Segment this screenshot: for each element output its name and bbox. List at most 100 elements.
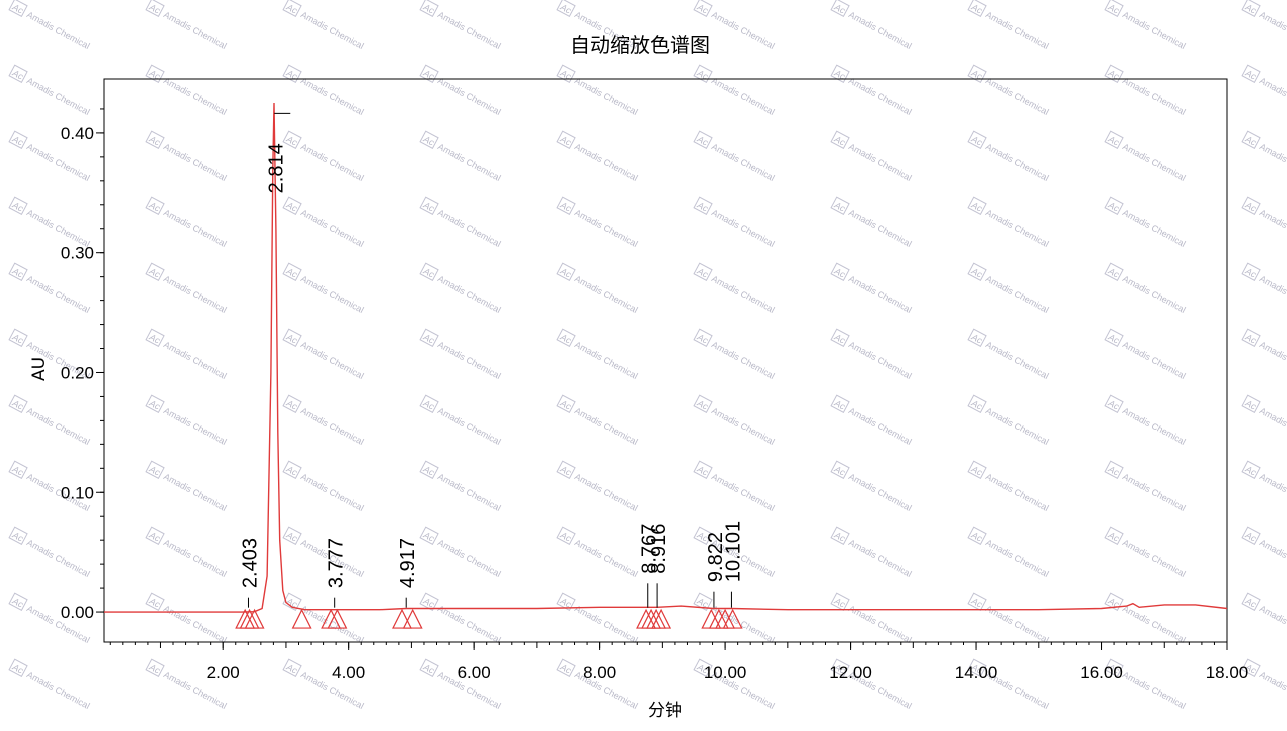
watermark-logo: Ac [284, 529, 299, 543]
watermark-logo: Ac [147, 463, 162, 477]
watermark-text: Amadis Chemical [984, 75, 1051, 117]
watermark-logo: Ac [1106, 265, 1121, 279]
watermark-text: Amadis Chemical [847, 141, 914, 183]
watermark-logo: Ac [969, 529, 984, 543]
watermark-logo-box [282, 394, 302, 414]
watermark-logo: Ac [969, 463, 984, 477]
watermark-logo-box [419, 0, 439, 18]
watermark-logo: Ac [421, 199, 436, 213]
watermark-logo: Ac [695, 595, 710, 609]
watermark-logo-box [556, 262, 576, 282]
watermark-logo: Ac [969, 133, 984, 147]
watermark-logo: Ac [284, 463, 299, 477]
watermark-logo-box [419, 460, 439, 480]
watermark-text: Amadis Chemical [847, 405, 914, 447]
watermark-logo-box [145, 526, 165, 546]
watermark-text: Amadis Chemical [710, 207, 777, 249]
watermark-text: Amadis Chemical [1121, 339, 1188, 381]
watermark-logo-box [282, 460, 302, 480]
peak-label: 4.917 [397, 538, 419, 588]
watermark-logo-box [282, 328, 302, 348]
watermark-logo-box [830, 658, 850, 678]
watermark-text: Amadis Chemical [436, 603, 503, 645]
watermark-logo-box [1241, 394, 1261, 414]
watermark-logo-box [556, 130, 576, 150]
watermark-text: Amadis Chemical [573, 273, 640, 315]
watermark-logo: Ac [695, 331, 710, 345]
series-layer [104, 102, 1228, 613]
watermark-logo: Ac [10, 529, 25, 543]
watermark-logo: Ac [1243, 331, 1258, 345]
watermark-logo-box [8, 196, 28, 216]
watermark-text: Amadis Chemical [436, 273, 503, 315]
watermark-logo-box [145, 592, 165, 612]
x-axis: 2.00 4.00 6.00 8.00 10.00 12.00 14.00 16.00 18.0… [109, 642, 1249, 682]
watermark-logo-box [419, 394, 439, 414]
watermark-logo-box [145, 394, 165, 414]
watermark-logo-box [1241, 64, 1261, 84]
peak-label: 8.916 [648, 524, 670, 574]
watermark-logo-box [693, 658, 713, 678]
chromatogram-trace [104, 102, 1228, 613]
watermark-text: Amadis Chemical [984, 141, 1051, 183]
watermark-logo: Ac [695, 265, 710, 279]
watermark-text: Amadis Chemical [847, 207, 914, 249]
watermark-text: Amadis Chemical [1258, 207, 1287, 249]
watermark-logo: Ac [558, 661, 573, 675]
watermark-logo: Ac [147, 1, 162, 15]
watermark-logo: Ac [969, 397, 984, 411]
watermark-logo-box [145, 658, 165, 678]
watermark-text: Amadis Chemical [162, 603, 229, 645]
watermark-text: Amadis Chemical [436, 471, 503, 513]
watermark-logo: Ac [969, 331, 984, 345]
watermark-logo-box [693, 196, 713, 216]
watermark-logo-box [693, 130, 713, 150]
watermark-text: Amadis Chemical [162, 141, 229, 183]
x-tick-label: 18.00 [1206, 663, 1249, 682]
watermark-text: Amadis Chemical [25, 669, 92, 711]
plot-frame [103, 78, 1228, 643]
x-tick-label: 16.00 [1080, 663, 1123, 682]
watermark-text: Amadis Chemical [436, 9, 503, 51]
watermark-logo: Ac [695, 67, 710, 81]
integration-marker [651, 608, 672, 629]
watermark-text: Amadis Chemical [573, 339, 640, 381]
watermark-logo: Ac [558, 331, 573, 345]
watermark-logo: Ac [969, 265, 984, 279]
y-tick-label: 0.30 [61, 244, 94, 263]
watermark-logo: Ac [1243, 265, 1258, 279]
watermark-logo-box [8, 130, 28, 150]
watermark-text: Amadis Chemical [573, 603, 640, 645]
watermark-text: Amadis Chemical [573, 75, 640, 117]
watermark-logo: Ac [558, 67, 573, 81]
watermark-logo-box [693, 0, 713, 18]
watermark-text: Amadis Chemical [1121, 9, 1188, 51]
watermark-text: Amadis Chemical [710, 339, 777, 381]
watermark-logo: Ac [10, 265, 25, 279]
watermark-text: Amadis Chemical [1121, 669, 1188, 711]
integration-marker [722, 608, 743, 629]
